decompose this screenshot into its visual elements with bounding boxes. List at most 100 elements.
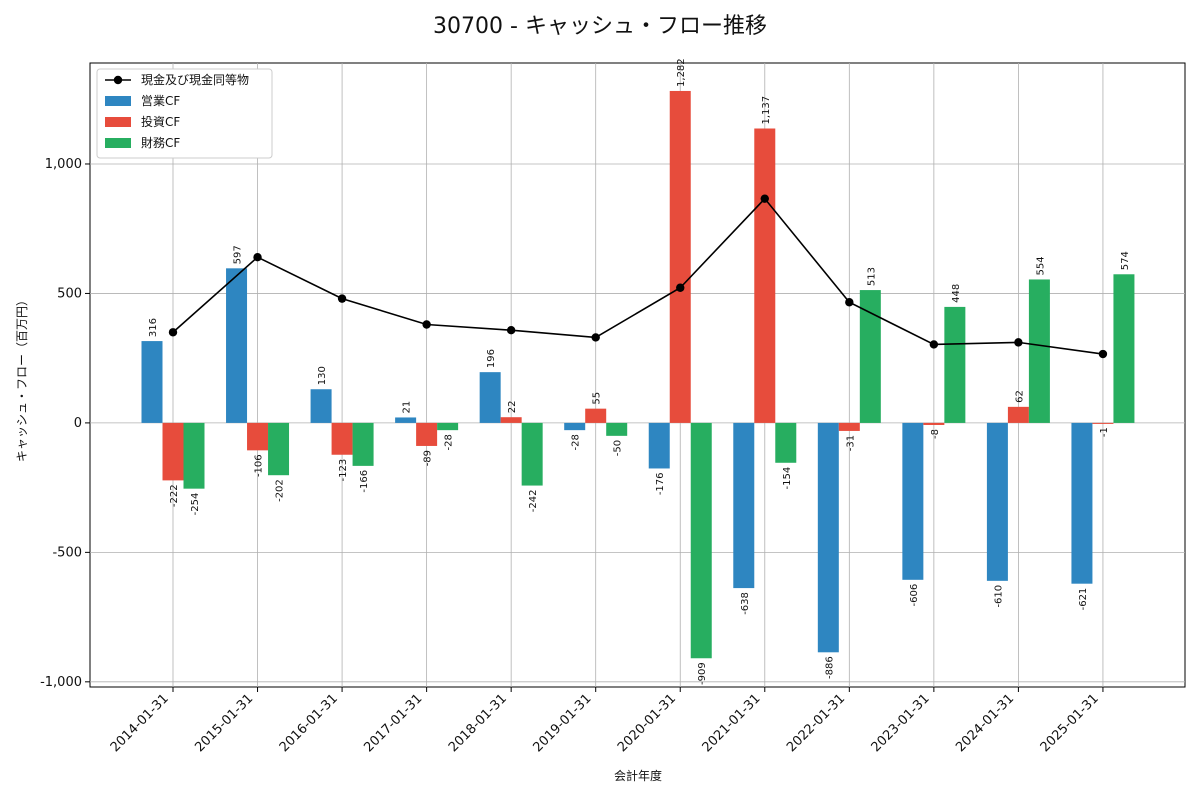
bar-value-label: -1 (1099, 427, 1110, 437)
x-tick-label: 2014-01-31 (108, 691, 172, 755)
bar-value-label: -106 (254, 454, 265, 477)
bar-value-label: 597 (233, 245, 244, 264)
legend-line-marker (113, 75, 123, 85)
bar-value-label: -154 (782, 467, 793, 490)
bar-value-label: 130 (317, 366, 328, 385)
bar-財務CF (1113, 274, 1135, 423)
x-tick-label: 2020-01-31 (615, 691, 679, 755)
bar-財務CF (606, 422, 628, 436)
bar-財務CF (944, 306, 966, 423)
chart-title: 30700 - キャッシュ・フロー推移 (433, 14, 767, 39)
cash-point (422, 320, 431, 329)
bar-営業CF (395, 417, 417, 423)
legend-box (96, 68, 273, 159)
bar-投資CF (669, 90, 691, 423)
plot-area: -1,000 -500 0 500 1,000 2014-01-31 2015-01-31 2… (40, 58, 1186, 755)
bar-value-label: -89 (423, 450, 434, 466)
bar-投資CF (1092, 422, 1114, 424)
bar-財務CF (521, 422, 543, 486)
bar-value-label: 21 (402, 401, 413, 414)
bar-value-label: -610 (993, 585, 1004, 608)
bar-投資CF (416, 422, 438, 446)
legend-swatch (105, 138, 131, 148)
bar-value-label: 62 (1014, 390, 1025, 403)
bar-value-label: 513 (866, 267, 877, 286)
y-tick-label: -1,000 (40, 675, 82, 690)
bar-value-label: -176 (655, 472, 666, 495)
bar-value-label: 554 (1035, 256, 1046, 275)
bar-営業CF (226, 268, 248, 423)
bar-value-label: 22 (507, 400, 518, 413)
cash-point (168, 328, 178, 337)
bar-value-label: -909 (697, 662, 708, 685)
bar-投資CF (923, 422, 945, 425)
x-tick-label: 2017-01-31 (361, 691, 425, 755)
legend-swatch (105, 117, 131, 127)
cash-point (1014, 338, 1023, 347)
bar-value-label: 55 (592, 392, 603, 405)
bar-value-label: -886 (824, 656, 835, 679)
cash-line (172, 197, 1104, 355)
y-tick-label: 1,000 (45, 157, 82, 172)
cash-point (845, 298, 854, 307)
bar-value-label: 448 (951, 284, 962, 303)
legend-label: 財務CF (141, 135, 180, 150)
bar-営業CF (479, 372, 501, 423)
bar-財務CF (775, 422, 797, 463)
bar-value-label: -8 (930, 429, 941, 439)
bar-value-label: -638 (740, 592, 751, 615)
bar-value-label: -50 (613, 440, 624, 456)
cash-point (253, 252, 262, 262)
x-tick-label: 2019-01-31 (530, 691, 594, 755)
bar-営業CF (310, 389, 332, 423)
bar-営業CF (817, 422, 839, 653)
x-tick-label: 2023-01-31 (869, 691, 933, 755)
plot-frame (89, 62, 1186, 688)
bar-投資CF (585, 408, 607, 423)
bar-財務CF (690, 422, 712, 659)
x-tick-label: 2016-01-31 (277, 691, 341, 755)
cash-point (506, 326, 516, 335)
bar-財務CF (437, 422, 459, 431)
bar-財務CF (352, 422, 374, 466)
bar-value-label: -31 (845, 435, 856, 451)
bar-財務CF (268, 422, 290, 476)
cash-point (676, 283, 685, 292)
x-tick-label: 2024-01-31 (953, 691, 1017, 755)
cash-point (929, 340, 939, 349)
bar-営業CF (648, 422, 670, 469)
y-tick-label: -500 (52, 545, 82, 560)
bar-営業CF (564, 422, 586, 431)
y-axis-label: キャッシュ・フロー（百万円） (15, 294, 29, 462)
cash-point (337, 294, 347, 303)
bar-財務CF (183, 422, 205, 489)
x-tick-label: 2022-01-31 (784, 691, 848, 755)
bar-営業CF (902, 422, 924, 580)
bar-value-label: 574 (1120, 251, 1131, 270)
bar-value-label: -166 (359, 470, 370, 493)
bar-value-label: -254 (190, 493, 201, 516)
y-tick-label: 0 (74, 416, 82, 431)
x-tick-label: 2021-01-31 (700, 691, 764, 755)
legend-label-cash: 現金及び現金同等物 (141, 72, 249, 87)
y-tick-label: 500 (57, 286, 82, 301)
bar-営業CF (141, 341, 163, 423)
bar-投資CF (500, 417, 522, 423)
bar-投資CF (838, 422, 860, 431)
bar-営業CF (1071, 422, 1093, 584)
bar-value-label: 196 (486, 349, 497, 368)
cash-point (760, 194, 769, 203)
bar-value-label: -28 (444, 434, 455, 450)
bar-value-label: -123 (338, 459, 349, 482)
bar-営業CF (986, 422, 1008, 581)
bar-投資CF (162, 422, 184, 481)
bar-value-label: -28 (571, 434, 582, 450)
bar-value-label: 316 (148, 318, 159, 337)
bar-value-label: -606 (909, 584, 920, 607)
legend-swatch (105, 96, 131, 106)
bar-value-label: -222 (169, 484, 180, 507)
bar-投資CF (1007, 406, 1029, 423)
